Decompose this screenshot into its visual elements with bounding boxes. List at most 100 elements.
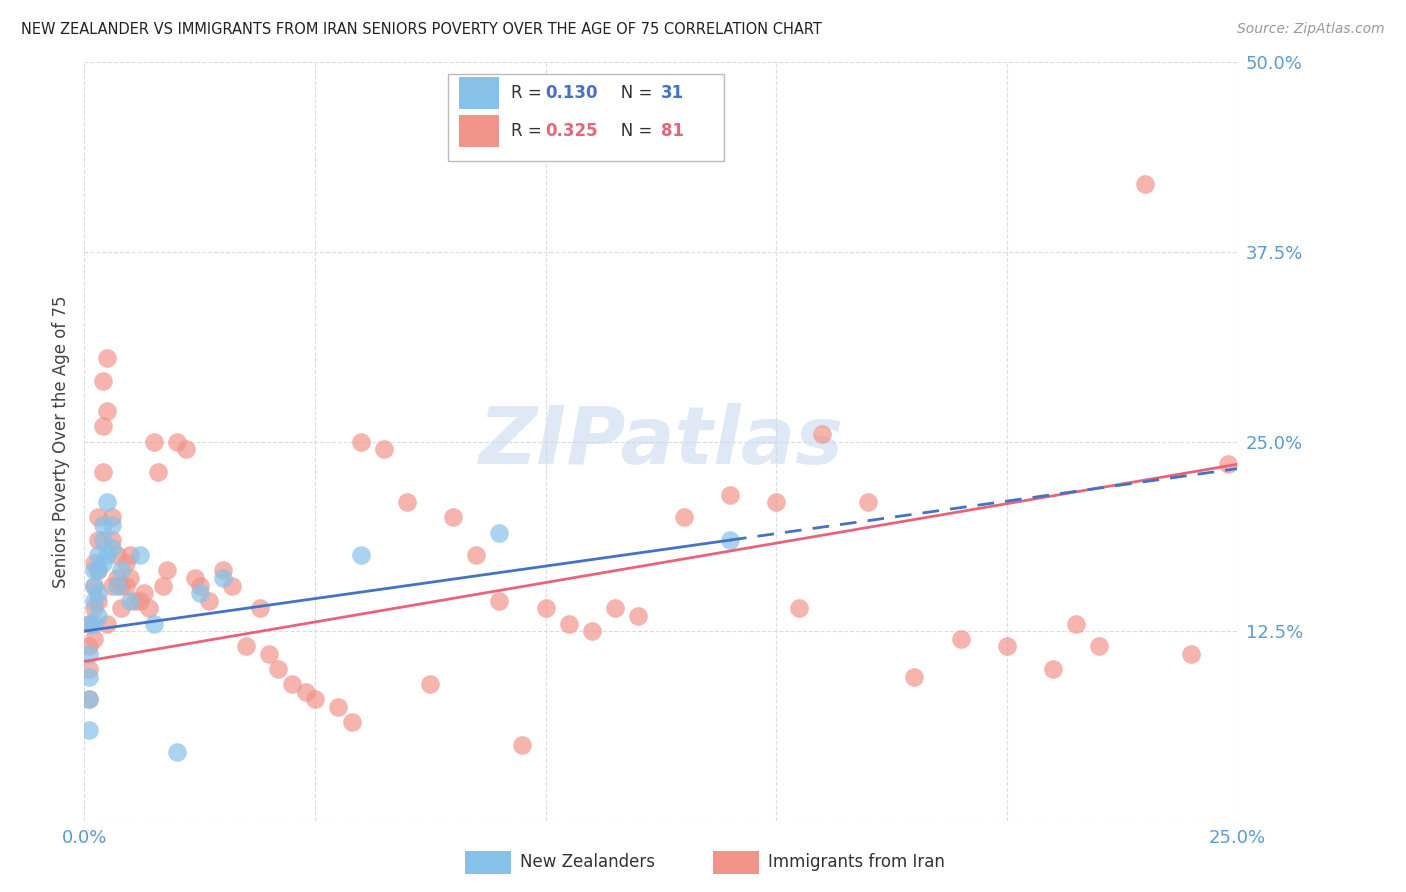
Point [373, 442, 395, 457]
Point [83, 601, 105, 615]
Point [166, 434, 188, 449]
Point [124, 594, 146, 608]
FancyBboxPatch shape [447, 74, 724, 161]
Point [87, 548, 110, 563]
Point [1088, 639, 1111, 653]
Point [1216, 458, 1239, 472]
Point [488, 594, 510, 608]
Point [101, 517, 124, 532]
Point [87, 564, 110, 578]
Text: 81: 81 [661, 121, 683, 140]
Point [281, 677, 304, 691]
Point [221, 579, 243, 593]
Point [326, 699, 349, 714]
Point [718, 487, 741, 501]
Point [858, 495, 880, 509]
Point [603, 601, 626, 615]
Point [903, 669, 925, 683]
Point [1133, 177, 1156, 191]
Point [115, 579, 138, 593]
Point [995, 639, 1018, 653]
Text: NEW ZEALANDER VS IMMIGRANTS FROM IRAN SENIORS POVERTY OVER THE AGE OF 75 CORRELA: NEW ZEALANDER VS IMMIGRANTS FROM IRAN SE… [21, 22, 823, 37]
Point [96, 351, 118, 366]
Point [77, 692, 100, 706]
Point [87, 608, 110, 623]
Text: R =: R = [510, 84, 547, 102]
Point [87, 533, 110, 548]
Point [83, 594, 105, 608]
Point [87, 510, 110, 524]
Point [142, 434, 165, 449]
Point [105, 571, 128, 585]
Point [211, 564, 233, 578]
Point [77, 723, 100, 737]
Point [488, 525, 510, 540]
Point [101, 541, 124, 555]
Point [1064, 616, 1087, 631]
Point [83, 564, 105, 578]
Point [77, 639, 100, 653]
Point [83, 579, 105, 593]
Point [128, 548, 150, 563]
Point [152, 579, 174, 593]
Point [105, 579, 128, 593]
Text: N =: N = [606, 84, 658, 102]
Text: R =: R = [510, 121, 547, 140]
Point [110, 564, 132, 578]
Point [115, 556, 138, 570]
Text: N =: N = [606, 121, 658, 140]
Bar [460, 77, 499, 109]
Point [138, 601, 160, 615]
Point [294, 685, 316, 699]
Point [77, 647, 100, 661]
Point [249, 601, 271, 615]
Point [267, 662, 290, 676]
Point [765, 495, 787, 509]
Point [83, 616, 105, 631]
Bar [460, 115, 499, 146]
Point [77, 692, 100, 706]
Point [949, 632, 972, 646]
Point [142, 616, 165, 631]
Point [350, 434, 373, 449]
Bar [713, 851, 759, 874]
Point [627, 608, 650, 623]
Point [83, 632, 105, 646]
Point [465, 548, 488, 563]
Point [672, 510, 695, 524]
Point [77, 669, 100, 683]
Point [110, 579, 132, 593]
Point [120, 548, 142, 563]
Text: 31: 31 [661, 84, 683, 102]
Point [174, 442, 197, 457]
Point [557, 616, 579, 631]
Point [198, 594, 221, 608]
Text: New Zealanders: New Zealanders [520, 854, 655, 871]
Point [120, 594, 142, 608]
Point [91, 517, 114, 532]
Point [87, 564, 110, 578]
Text: Source: ZipAtlas.com: Source: ZipAtlas.com [1237, 22, 1385, 37]
Point [534, 601, 557, 615]
Point [811, 427, 834, 442]
Point [718, 533, 741, 548]
Text: Immigrants from Iran: Immigrants from Iran [768, 854, 945, 871]
Point [77, 616, 100, 631]
Point [350, 548, 373, 563]
Point [96, 495, 118, 509]
Point [787, 601, 810, 615]
Point [188, 586, 211, 600]
Point [91, 419, 114, 434]
Point [156, 564, 179, 578]
Point [77, 616, 100, 631]
Point [91, 374, 114, 388]
Point [257, 647, 280, 661]
Point [340, 715, 363, 730]
Point [91, 533, 114, 548]
Point [87, 594, 110, 608]
Point [188, 579, 211, 593]
Point [83, 579, 105, 593]
Point [396, 495, 419, 509]
Text: ZIPatlas: ZIPatlas [478, 402, 844, 481]
Point [419, 677, 441, 691]
